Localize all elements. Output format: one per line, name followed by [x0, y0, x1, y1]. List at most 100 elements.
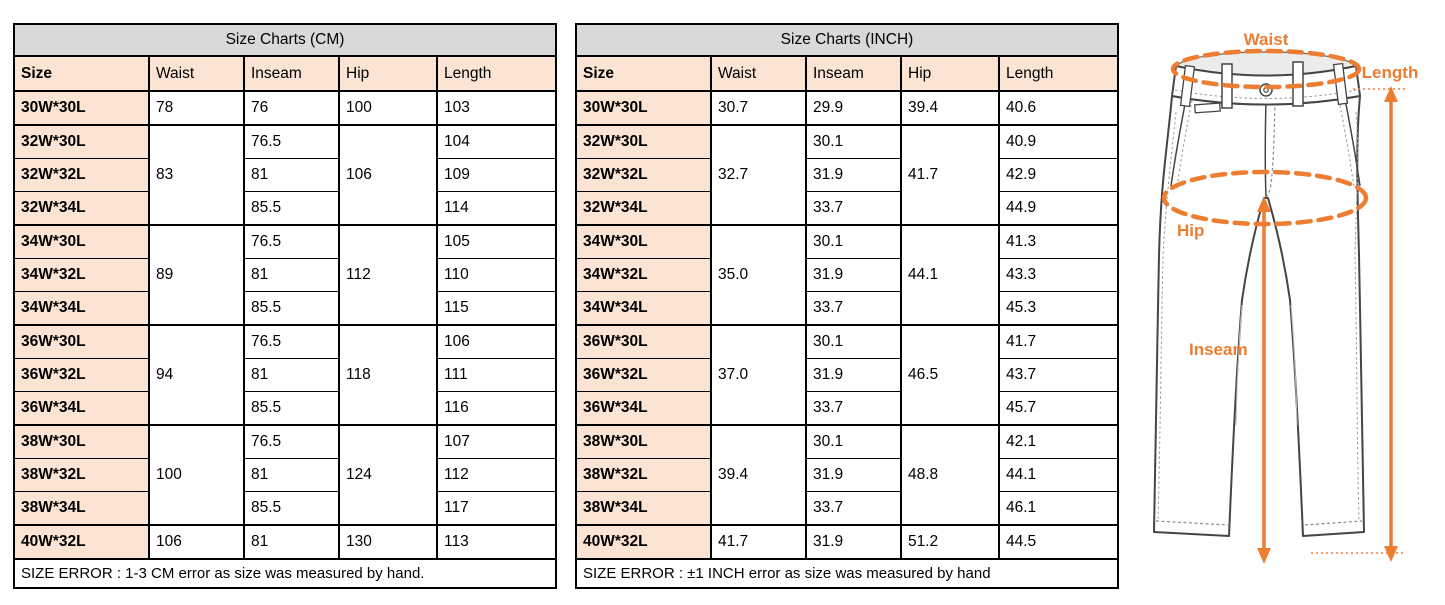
- size-cell: 36W*32L: [13, 358, 150, 392]
- table-header-row: Size Waist Inseam Hip Length: [13, 55, 558, 92]
- header-size: Size: [13, 55, 150, 92]
- inseam-cell: 30.1: [805, 324, 902, 359]
- table-row: 34W*34L 33.7 45.3: [575, 291, 1119, 326]
- header-inseam: Inseam: [805, 55, 902, 92]
- length-cell: 105: [435, 224, 558, 259]
- pocket-left-stitch: [1176, 99, 1193, 188]
- size-cell: 36W*32L: [575, 358, 712, 392]
- leg-crease-left: [1235, 304, 1243, 426]
- coin-pocket: [1194, 102, 1221, 114]
- waist-cell: 100: [148, 424, 245, 526]
- length-cell: 40.9: [998, 124, 1119, 159]
- hip-label: Hip: [1177, 221, 1204, 240]
- length-cell: 44.5: [998, 524, 1119, 560]
- inseam-cell: 81: [243, 158, 340, 192]
- size-cell: 38W*34L: [13, 491, 150, 526]
- table-row: 32W*32L 31.9 42.9: [575, 158, 1119, 192]
- hip-cell: 44.1: [900, 224, 1000, 326]
- table-row: 30W*30L 30.7 29.9 39.4 40.6: [575, 90, 1119, 126]
- waist-cell: 106: [148, 524, 245, 560]
- table-title-row: Size Charts (INCH): [575, 23, 1119, 57]
- seam-stitch-right: [1354, 111, 1360, 521]
- table-row: 36W*34L 85.5 116: [13, 391, 558, 426]
- hip-cell: 46.5: [900, 324, 1000, 426]
- size-chart-inch-table: Size Charts (INCH) Size Waist Inseam Hip…: [575, 23, 1119, 589]
- table-row: 38W*34L 85.5 117: [13, 491, 558, 526]
- size-cell: 38W*32L: [575, 458, 712, 492]
- inseam-cell: 33.7: [805, 491, 902, 526]
- pocket-right-stitch: [1338, 99, 1355, 188]
- inseam-cell: 30.1: [805, 124, 902, 159]
- inseam-cell: 31.9: [805, 258, 902, 292]
- belt-loop: [1332, 62, 1349, 106]
- inseam-cell: 31.9: [805, 524, 902, 560]
- table-row: 36W*34L 33.7 45.7: [575, 391, 1119, 426]
- size-cell: 40W*32L: [13, 524, 150, 560]
- inseam-cell: 76.5: [243, 324, 340, 359]
- length-cell: 40.6: [998, 90, 1119, 126]
- length-cell: 41.7: [998, 324, 1119, 359]
- length-cell: 117: [435, 491, 558, 526]
- waist-cell: 94: [148, 324, 245, 426]
- length-cell: 113: [435, 524, 558, 560]
- size-cell: 34W*30L: [13, 224, 150, 259]
- length-cell: 103: [435, 90, 558, 126]
- length-arrow: [1311, 86, 1406, 562]
- table-row: 34W*32L 81 110: [13, 258, 558, 292]
- size-chart-cm-table: Size Charts (CM) Size Waist Inseam Hip L…: [12, 23, 558, 589]
- size-error-note: SIZE ERROR : 1-3 CM error as size was me…: [12, 558, 558, 589]
- size-cell: 32W*32L: [13, 158, 150, 192]
- length-cell: 109: [435, 158, 558, 192]
- inseam-cell: 31.9: [805, 458, 902, 492]
- table-row: 38W*30L 100 76.5 124 107: [13, 424, 558, 526]
- size-cell: 38W*30L: [575, 424, 712, 459]
- size-cell: 32W*30L: [575, 124, 712, 159]
- length-cell: 42.1: [998, 424, 1119, 459]
- hip-cell: 39.4: [900, 90, 1000, 126]
- waist-cell: 83: [148, 124, 245, 226]
- table-row: 40W*32L 41.7 31.9 51.2 44.5: [575, 524, 1119, 560]
- length-cell: 43.3: [998, 258, 1119, 292]
- inseam-cell: 81: [243, 358, 340, 392]
- size-cell: 30W*30L: [13, 90, 150, 126]
- size-cell: 38W*30L: [13, 424, 150, 459]
- inseam-cell: 30.1: [805, 224, 902, 259]
- inseam-cell: 76: [243, 90, 340, 126]
- waist-measure-ellipse: [1170, 48, 1362, 90]
- size-cell: 36W*30L: [13, 324, 150, 359]
- inseam-cell: 76.5: [243, 224, 340, 259]
- pants-measurement-diagram: Waist Length Hip Inseam: [1125, 0, 1445, 605]
- table-row: 32W*34L 33.7 44.9: [575, 191, 1119, 226]
- table-row: 38W*32L 31.9 44.1: [575, 458, 1119, 492]
- header-waist: Waist: [710, 55, 807, 92]
- hip-cell: 124: [338, 424, 438, 526]
- length-cell: 104: [435, 124, 558, 159]
- waistband-stitch: [1174, 89, 1358, 99]
- pocket-left: [1170, 98, 1187, 187]
- size-cell: 34W*30L: [575, 224, 712, 259]
- fly-stitch: [1265, 101, 1276, 198]
- header-length: Length: [435, 55, 558, 92]
- table-title: Size Charts (INCH): [575, 23, 1119, 57]
- length-cell: 45.7: [998, 391, 1119, 426]
- length-cell: 111: [435, 358, 558, 392]
- inseam-label: Inseam: [1189, 340, 1248, 359]
- waist-cell: 32.7: [710, 124, 807, 226]
- hip-cell: 118: [338, 324, 438, 426]
- size-cell: 34W*34L: [13, 291, 150, 326]
- waist-cell: 39.4: [710, 424, 807, 526]
- size-cell: 38W*32L: [13, 458, 150, 492]
- waist-cell: 37.0: [710, 324, 807, 426]
- table-row: 32W*32L 81 109: [13, 158, 558, 192]
- table-row: 36W*32L 31.9 43.7: [575, 358, 1119, 392]
- size-cell: 32W*34L: [575, 191, 712, 226]
- table-row: 38W*34L 33.7 46.1: [575, 491, 1119, 526]
- size-cell: 32W*32L: [575, 158, 712, 192]
- waist-cell: 30.7: [710, 90, 807, 126]
- hip-cell: 112: [338, 224, 438, 326]
- table-row: 34W*30L 35.0 30.1 44.1 41.3: [575, 224, 1119, 326]
- table-row: 36W*30L 94 76.5 118 106: [13, 324, 558, 426]
- size-cell: 34W*34L: [575, 291, 712, 326]
- hip-cell: 106: [338, 124, 438, 226]
- length-cell: 110: [435, 258, 558, 292]
